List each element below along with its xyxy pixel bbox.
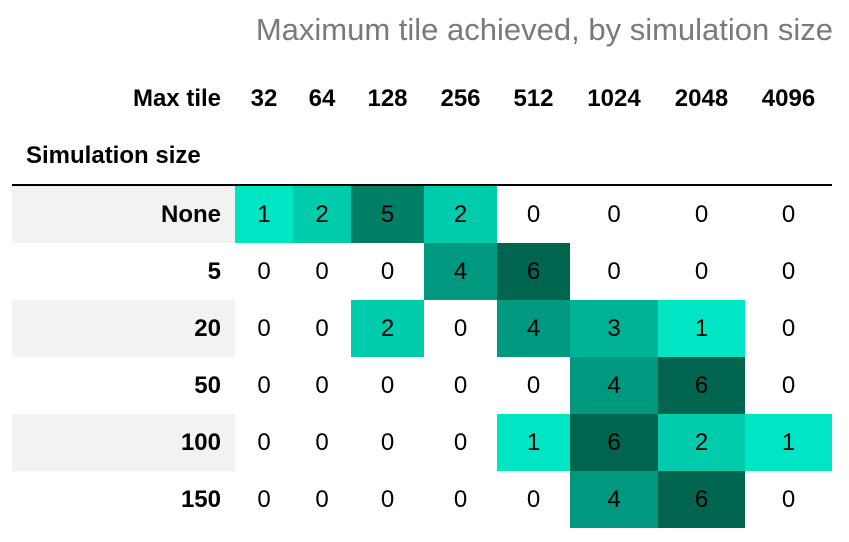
row-axis-name: Simulation size	[26, 141, 201, 169]
column-axis-name: Max tile	[132, 84, 221, 112]
heatmap-cell: 4	[570, 471, 658, 528]
heatmap-cell: 0	[257, 371, 271, 399]
heatmap-cell: 0	[315, 371, 329, 399]
column-header: 64	[308, 84, 336, 112]
heatmap-cell: 0	[315, 428, 329, 456]
heatmap-cell: 0	[380, 485, 395, 513]
heatmap-cell: 2	[424, 184, 497, 243]
column-header: 512	[513, 84, 554, 112]
heatmap-cell: 0	[745, 184, 832, 243]
header-spacer	[745, 127, 832, 185]
heatmap-cell: 0	[658, 184, 745, 243]
heatmap-cell: 0	[453, 428, 468, 456]
heatmap-cell: 0	[257, 428, 271, 456]
row-label: 100	[12, 414, 235, 471]
column-header: 32	[250, 84, 278, 112]
heatmap-cell: 0	[257, 314, 271, 342]
column-header: 2048	[674, 84, 729, 112]
heatmap-cell: 0	[315, 257, 329, 285]
heatmap-cell: 0	[453, 371, 468, 399]
heatmap-cell: 0	[453, 314, 468, 342]
heatmap-cell: 0	[526, 371, 541, 399]
column-header-row: Max tile 32 64 128 256 512 1024 2048 409…	[12, 70, 832, 127]
header-spacer	[235, 127, 293, 185]
column-header: 4096	[761, 84, 816, 112]
heatmap-row: 50 0 0 0 0 0 4 6 0	[12, 357, 832, 414]
heatmap-cell: 0	[694, 257, 709, 285]
row-label: 5	[207, 257, 221, 285]
heatmap-cell: 4	[424, 243, 497, 300]
heatmap-cell: 0	[607, 257, 621, 285]
index-name-row: Simulation size	[12, 127, 832, 185]
heatmap-cell: 0	[380, 371, 395, 399]
heatmap-cell: 6	[497, 243, 570, 300]
heatmap-cell: 0	[257, 485, 271, 513]
heatmap-cell: 0	[315, 485, 329, 513]
heatmap-row: 150 0 0 0 0 0 4 6 0	[12, 471, 832, 528]
heatmap-row: 100 0 0 0 0 1 6 2 1	[12, 414, 832, 471]
heatmap-cell: 0	[453, 485, 468, 513]
heatmap-cell: 0	[315, 314, 329, 342]
heatmap-cell: 0	[380, 428, 395, 456]
row-label: 150	[180, 485, 221, 513]
heatmap-cell: 2	[658, 414, 745, 471]
heatmap-cell: 4	[497, 300, 570, 357]
heatmap-cell: 1	[235, 184, 293, 243]
heatmap-cell: 2	[351, 300, 424, 357]
column-header: 256	[440, 84, 481, 112]
heatmap-table: Max tile 32 64 128 256 512 1024 2048 409…	[12, 70, 832, 528]
header-spacer	[658, 127, 745, 185]
heatmap-row: 20 0 0 2 0 4 3 1 0	[12, 300, 832, 357]
heatmap-cell: 3	[570, 300, 658, 357]
heatmap-cell: 0	[570, 184, 658, 243]
heatmap-cell: 4	[570, 357, 658, 414]
heatmap-cell: 0	[781, 314, 796, 342]
heatmap-cell: 6	[658, 357, 745, 414]
chart-title: Maximum tile achieved, by simulation siz…	[255, 12, 833, 47]
row-label: 20	[12, 300, 235, 357]
row-label: None	[12, 184, 235, 243]
heatmap-cell: 1	[745, 414, 832, 471]
heatmap-cell: 6	[570, 414, 658, 471]
header-spacer	[497, 127, 570, 185]
heatmap-cell: 0	[781, 485, 796, 513]
heatmap-cell: 0	[380, 257, 395, 285]
heatmap-cell: 1	[497, 414, 570, 471]
heatmap-cell: 1	[658, 300, 745, 357]
header-spacer	[293, 127, 351, 185]
header-spacer	[570, 127, 658, 185]
heatmap-cell: 2	[293, 184, 351, 243]
heatmap-cell: 0	[781, 371, 796, 399]
heatmap-cell: 0	[526, 485, 541, 513]
header-spacer	[351, 127, 424, 185]
heatmap-cell: 0	[781, 257, 796, 285]
column-header: 128	[367, 84, 408, 112]
heatmap-cell: 5	[351, 184, 424, 243]
heatmap-row: None 1 2 5 2 0 0 0 0	[12, 184, 832, 243]
heatmap-cell: 0	[257, 257, 271, 285]
column-header: 1024	[587, 84, 641, 112]
header-spacer	[424, 127, 497, 185]
heatmap-body: None 1 2 5 2 0 0 0 0 5 0 0 0 4 6 0 0 0 20 0 0 2 0 4 3 1 0 50 0 0 0 0 0 4 6…	[12, 184, 832, 528]
row-label: 50	[194, 371, 221, 399]
heatmap-cell: 0	[497, 184, 570, 243]
heatmap-cell: 6	[658, 471, 745, 528]
